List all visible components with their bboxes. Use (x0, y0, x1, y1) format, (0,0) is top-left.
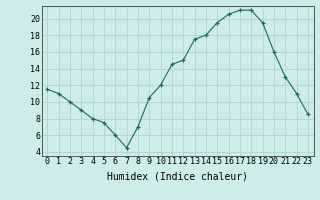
X-axis label: Humidex (Indice chaleur): Humidex (Indice chaleur) (107, 172, 248, 182)
